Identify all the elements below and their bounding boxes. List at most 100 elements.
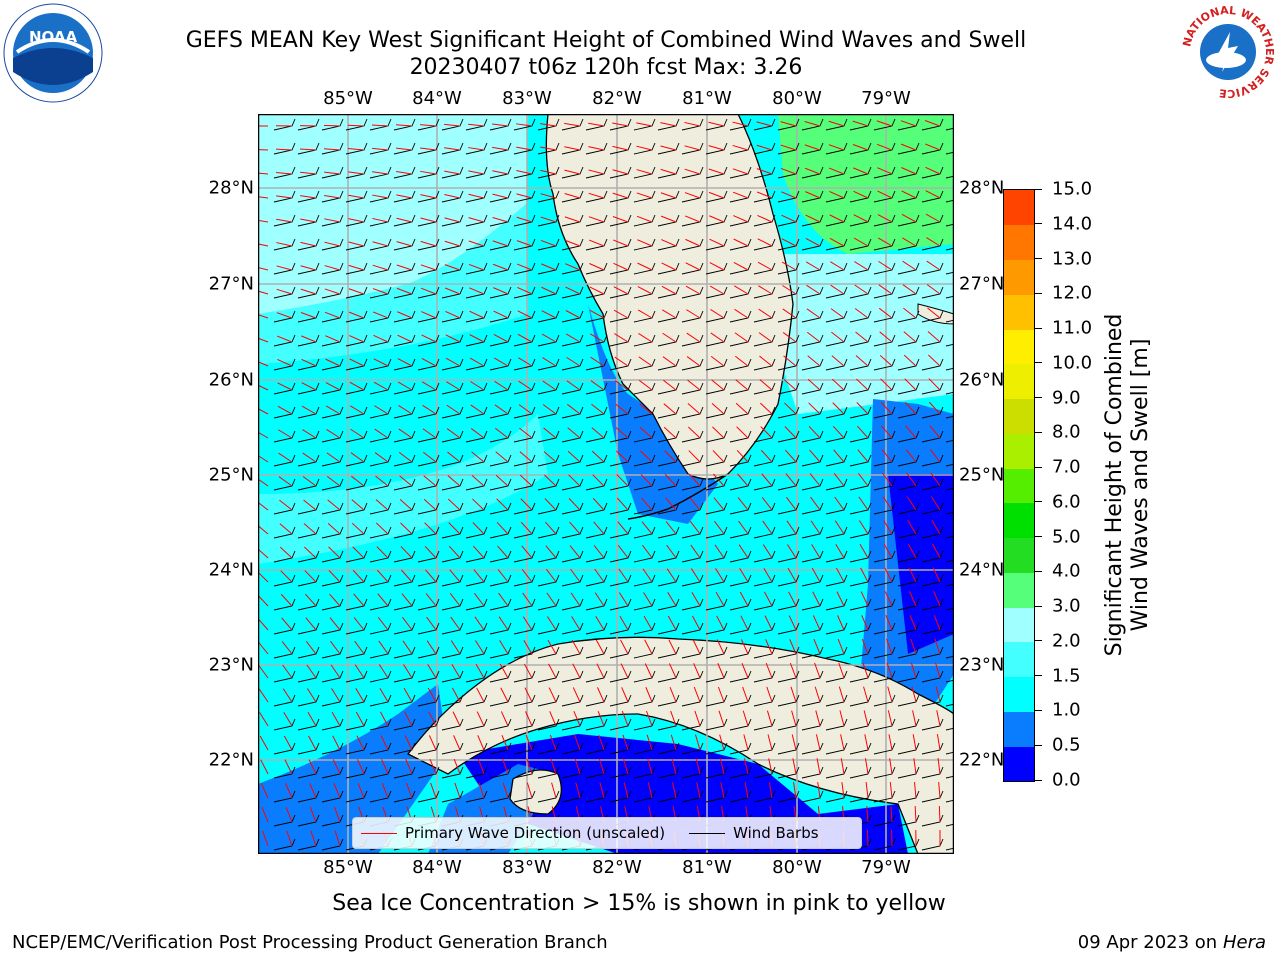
wave-zone-2m-east — [768, 254, 954, 414]
colorbar-segment — [1004, 259, 1034, 295]
wave-direction-arrow — [516, 123, 533, 127]
wave-direction-arrow — [572, 687, 581, 703]
wave-direction-arrow — [640, 474, 653, 487]
wave-direction-arrow — [355, 688, 365, 703]
wave-direction-arrow — [613, 239, 629, 247]
wave-direction-arrow — [636, 169, 653, 175]
wave-direction-arrow — [521, 569, 533, 583]
wave-direction-arrow — [738, 544, 749, 559]
colorbar-tick-mark — [1034, 292, 1042, 294]
wave-direction-arrow — [493, 357, 509, 367]
wave-direction-arrow — [523, 640, 533, 655]
wave-direction-arrow — [450, 640, 461, 655]
wave-direction-arrow — [686, 332, 701, 343]
wave-direction-arrow — [671, 758, 677, 775]
wave-direction-arrow — [281, 641, 293, 655]
wave-direction-arrow — [589, 309, 605, 319]
wave-direction-arrow — [377, 616, 389, 631]
wave-direction-arrow — [938, 805, 941, 823]
wave-direction-arrow — [932, 543, 941, 559]
wave-direction-arrow — [592, 474, 605, 487]
wave-direction-arrow — [259, 735, 269, 751]
colorbar-tick-mark — [1034, 570, 1042, 572]
wind-barb — [945, 487, 954, 491]
wave-direction-arrow — [283, 735, 293, 751]
lat-tick-right: 22°N — [959, 749, 1005, 771]
wave-direction-arrow — [468, 123, 485, 127]
wave-direction-arrow — [833, 473, 845, 487]
wave-direction-arrow — [758, 308, 773, 319]
footer-date: 09 Apr 2023 on Hera — [1078, 932, 1266, 953]
lat-tick-left: 23°N — [208, 654, 254, 676]
wave-direction-arrow — [396, 147, 413, 151]
wave-direction-arrow — [879, 354, 893, 367]
wave-direction-arrow — [540, 216, 557, 223]
wave-direction-arrow — [878, 260, 893, 271]
wind-barb — [945, 151, 954, 155]
wave-direction-arrow — [765, 662, 773, 679]
wave-direction-arrow — [914, 805, 917, 823]
wave-direction-arrow — [565, 263, 581, 271]
wave-direction-arrow — [591, 403, 605, 415]
wave-direction-arrow — [815, 734, 821, 751]
wave-direction-arrow — [856, 402, 869, 415]
wave-direction-arrow — [324, 311, 341, 319]
wave-direction-arrow — [279, 499, 293, 511]
wind-barb — [945, 295, 954, 299]
wind-barb — [945, 631, 954, 635]
wave-direction-arrow — [426, 616, 437, 631]
wave-direction-arrow — [598, 758, 605, 775]
wave-direction-arrow — [878, 284, 893, 295]
wave-direction-arrow — [762, 544, 773, 559]
wave-direction-arrow — [733, 261, 749, 271]
wave-direction-arrow — [660, 168, 677, 175]
wave-direction-arrow — [303, 499, 317, 511]
wave-direction-arrow — [887, 710, 893, 727]
wave-direction-arrow — [354, 664, 365, 679]
wave-direction-arrow — [740, 639, 749, 655]
wave-direction-arrow — [372, 241, 389, 247]
wave-direction-arrow — [614, 356, 629, 367]
wind-barb — [945, 415, 954, 419]
wave-direction-arrow — [258, 243, 269, 247]
wave-direction-arrow — [282, 664, 293, 679]
colorbar-tick-mark — [1034, 779, 1042, 781]
wave-direction-arrow — [420, 287, 437, 295]
wave-direction-arrow — [519, 451, 533, 463]
map-legend: Primary Wave Direction (unscaled) Wind B… — [352, 817, 862, 849]
wave-direction-arrow — [828, 144, 845, 151]
wave-direction-arrow — [639, 426, 653, 439]
colorbar-tick-label: 1.5 — [1052, 665, 1081, 687]
wave-direction-arrow — [404, 735, 413, 751]
wave-direction-arrow — [544, 474, 557, 487]
wave-direction-arrow — [615, 427, 629, 439]
wave-direction-arrow — [588, 192, 605, 199]
wave-direction-arrow — [349, 335, 365, 343]
wave-direction-arrow — [525, 734, 533, 751]
wave-direction-arrow — [613, 286, 629, 295]
wave-direction-arrow — [278, 476, 293, 487]
wave-direction-arrow — [422, 404, 437, 415]
wave-direction-arrow — [877, 190, 893, 199]
wave-direction-arrow — [732, 144, 749, 151]
wave-direction-arrow — [643, 592, 653, 607]
wave-direction-arrow — [496, 498, 509, 511]
wind-barb — [945, 775, 954, 779]
wave-direction-arrow — [685, 285, 701, 295]
lon-tick-bottom: 79°W — [861, 857, 911, 878]
colorbar-segment — [1004, 398, 1034, 434]
lat-tick-left: 22°N — [208, 749, 254, 771]
wave-direction-arrow — [864, 734, 869, 751]
wave-direction-arrow — [692, 615, 701, 631]
wave-direction-arrow — [733, 215, 749, 223]
legend-wave-swatch — [361, 832, 397, 834]
wave-direction-arrow — [277, 359, 293, 367]
wave-direction-arrow — [623, 782, 629, 799]
lon-tick-bottom: 82°W — [592, 857, 642, 878]
wave-direction-arrow — [492, 263, 509, 271]
wave-direction-arrow — [300, 218, 317, 223]
wave-direction-arrow — [546, 592, 557, 607]
wave-direction-arrow — [324, 265, 341, 271]
wave-direction-arrow — [475, 640, 485, 655]
wave-direction-arrow — [589, 263, 605, 271]
